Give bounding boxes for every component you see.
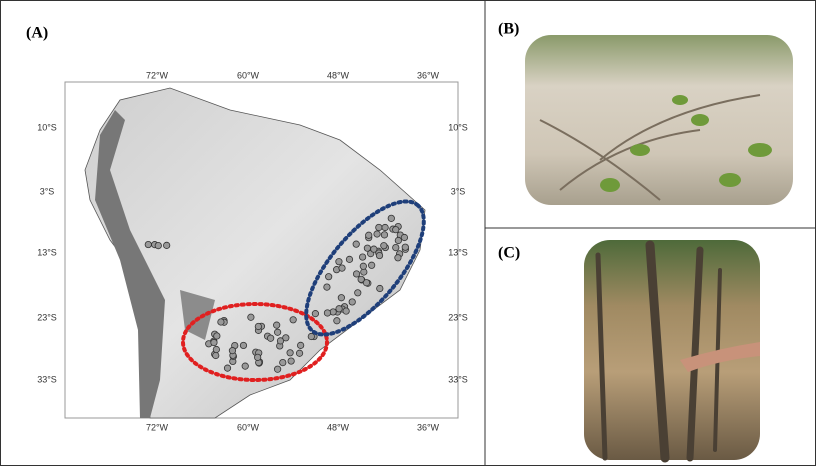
point (280, 359, 286, 365)
point (145, 241, 151, 247)
point (371, 246, 377, 252)
point (296, 350, 302, 356)
lat-label: 33°S (37, 374, 57, 384)
lon-label: 60°W (237, 422, 260, 432)
point (213, 352, 219, 358)
photo (525, 35, 793, 205)
lat-label: 13°S (37, 247, 57, 257)
lon-label: 72°W (146, 422, 169, 432)
point (336, 306, 342, 312)
point (374, 231, 380, 237)
point (297, 342, 303, 348)
panel-label: (C) (498, 245, 520, 262)
point (213, 346, 219, 352)
point (274, 329, 280, 335)
point (214, 333, 220, 339)
point (224, 365, 230, 371)
lat-label: 23°S (448, 312, 468, 322)
map (65, 82, 458, 418)
point (377, 285, 383, 291)
point (368, 262, 374, 268)
point (324, 310, 330, 316)
point (334, 318, 340, 324)
lon-label: 48°W (327, 422, 350, 432)
point (349, 299, 355, 305)
point (287, 350, 293, 356)
lat-label: 10°S (37, 122, 57, 132)
point (381, 232, 387, 238)
point (343, 308, 349, 314)
point (283, 335, 289, 341)
point (273, 322, 279, 328)
point (346, 256, 352, 262)
point (324, 284, 330, 290)
point (240, 342, 246, 348)
point (312, 310, 318, 316)
point (376, 252, 382, 258)
point (395, 237, 401, 243)
point (229, 347, 235, 353)
lon-label: 48°W (327, 70, 350, 80)
lat-label: 3°S (451, 186, 466, 196)
point (211, 339, 217, 345)
point (339, 265, 345, 271)
point (155, 242, 161, 248)
lat-label: 33°S (448, 374, 468, 384)
point (381, 242, 387, 248)
point (254, 354, 260, 360)
point (288, 358, 294, 364)
photo-b (525, 35, 793, 205)
point (218, 319, 224, 325)
point (163, 242, 169, 248)
panel-label: (A) (26, 25, 48, 42)
point (290, 317, 296, 323)
point (382, 224, 388, 230)
lon-label: 60°W (237, 70, 260, 80)
lat-label: 3°S (40, 186, 55, 196)
point (395, 255, 401, 261)
point (376, 224, 382, 230)
point (248, 314, 254, 320)
point (353, 271, 359, 277)
lon-label: 36°W (417, 422, 440, 432)
point (401, 234, 407, 240)
point (393, 226, 399, 232)
lon-label: 36°W (417, 70, 440, 80)
point (336, 258, 342, 264)
photo-c (584, 240, 760, 460)
point (274, 366, 280, 372)
lon-label: 72°W (146, 70, 169, 80)
lat-label: 23°S (37, 312, 57, 322)
point (325, 273, 331, 279)
point (255, 323, 261, 329)
point (358, 276, 364, 282)
point (355, 290, 361, 296)
point (359, 254, 365, 260)
point (388, 215, 394, 221)
point (402, 244, 408, 250)
point (366, 232, 372, 238)
point (242, 363, 248, 369)
point (308, 333, 314, 339)
point (393, 244, 399, 250)
lat-label: 13°S (448, 247, 468, 257)
point (360, 263, 366, 269)
point (353, 241, 359, 247)
figure: (A) (B) (C) 72°W 60°W 48°W 36°W 72°W 60°W 48°W… (0, 0, 816, 466)
point (267, 335, 273, 341)
lat-label: 10°S (448, 122, 468, 132)
panel-label: (B) (498, 21, 519, 38)
point (338, 295, 344, 301)
